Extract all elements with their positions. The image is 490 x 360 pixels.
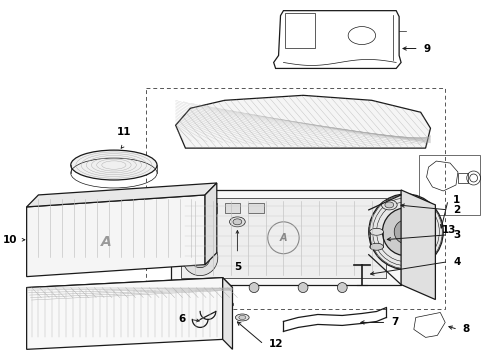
- Polygon shape: [26, 278, 232, 298]
- Polygon shape: [26, 195, 205, 276]
- Text: 13: 13: [442, 225, 456, 235]
- Bar: [458, 173, 468, 183]
- Bar: [224, 203, 240, 213]
- Text: 9: 9: [424, 44, 431, 54]
- Bar: [285, 13, 315, 48]
- Text: 7: 7: [392, 318, 399, 328]
- Circle shape: [298, 283, 308, 293]
- Text: A: A: [100, 235, 111, 249]
- Ellipse shape: [235, 314, 249, 321]
- Text: 2: 2: [453, 205, 460, 215]
- Ellipse shape: [239, 315, 245, 320]
- Circle shape: [210, 283, 220, 293]
- Text: 10: 10: [2, 235, 17, 245]
- Text: 8: 8: [463, 324, 470, 334]
- Bar: [180, 198, 387, 278]
- Circle shape: [369, 194, 443, 270]
- Polygon shape: [171, 190, 401, 285]
- Text: 5: 5: [234, 262, 241, 272]
- Ellipse shape: [233, 219, 242, 225]
- Bar: [146, 88, 445, 310]
- Text: 11: 11: [117, 127, 131, 137]
- Text: 4: 4: [453, 257, 461, 267]
- Text: 12: 12: [269, 339, 283, 349]
- Ellipse shape: [220, 302, 229, 307]
- Text: 3: 3: [453, 230, 460, 240]
- Ellipse shape: [385, 202, 394, 208]
- Circle shape: [249, 283, 259, 293]
- Text: 6: 6: [178, 314, 185, 324]
- Circle shape: [383, 208, 430, 256]
- Polygon shape: [222, 278, 232, 349]
- Ellipse shape: [370, 228, 384, 235]
- Bar: [201, 203, 217, 213]
- Polygon shape: [26, 278, 222, 349]
- Circle shape: [190, 248, 210, 268]
- Bar: [248, 203, 264, 213]
- Ellipse shape: [370, 243, 384, 250]
- Polygon shape: [175, 95, 431, 148]
- Circle shape: [182, 240, 218, 276]
- Circle shape: [338, 283, 347, 293]
- Ellipse shape: [216, 300, 233, 309]
- Text: 1: 1: [453, 195, 460, 205]
- Ellipse shape: [229, 217, 245, 227]
- Text: A: A: [280, 233, 287, 243]
- Polygon shape: [401, 190, 436, 300]
- Bar: [419, 155, 480, 215]
- Ellipse shape: [382, 200, 397, 210]
- Polygon shape: [26, 183, 217, 207]
- Circle shape: [394, 220, 418, 244]
- Ellipse shape: [71, 150, 157, 180]
- Polygon shape: [205, 183, 217, 265]
